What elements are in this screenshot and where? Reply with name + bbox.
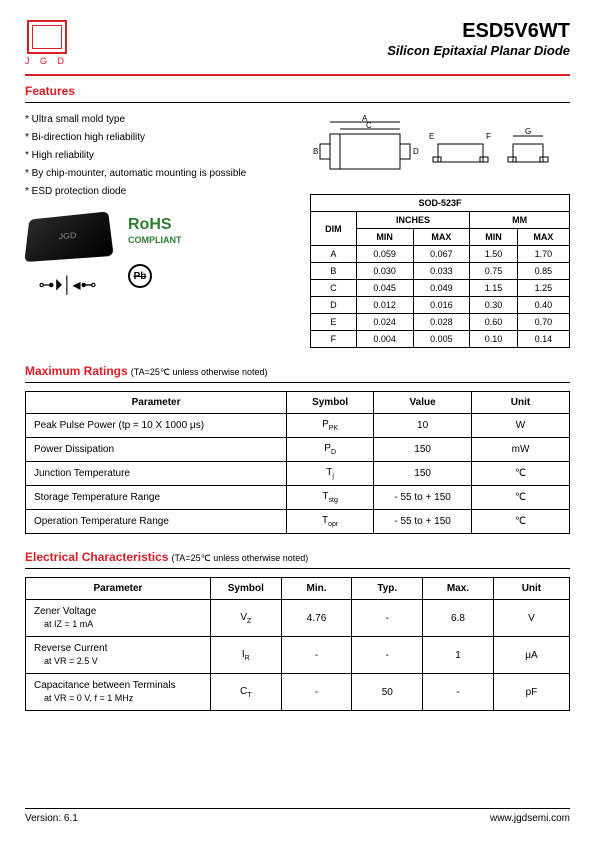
url-text: www.jgdsemi.com bbox=[490, 813, 570, 824]
diode-symbol-icon: ⊶⏵│◂⊷ bbox=[25, 275, 110, 295]
electrical-title: Electrical Characteristics bbox=[25, 550, 168, 564]
feature-item: High reliability bbox=[25, 147, 246, 165]
value-header: Value bbox=[374, 392, 472, 414]
param-header: Parameter bbox=[26, 392, 287, 414]
divider bbox=[25, 568, 570, 569]
svg-text:B: B bbox=[313, 147, 318, 156]
table-row: Power DissipationPD150mW bbox=[26, 438, 570, 462]
features-title: Features bbox=[25, 84, 570, 98]
features-list: Ultra small mold type Bi-direction high … bbox=[25, 111, 246, 201]
table-row: A0.0590.0671.501.70 bbox=[311, 246, 570, 263]
table-row: Operation Temperature RangeTopr- 55 to +… bbox=[26, 510, 570, 534]
electrical-note: (TA=25℃ unless otherwise noted) bbox=[171, 553, 308, 563]
svg-text:C: C bbox=[366, 121, 372, 130]
feature-item: Bi-direction high reliability bbox=[25, 129, 246, 147]
svg-text:D: D bbox=[413, 147, 419, 156]
table-row: Zener Voltageat IZ = 1 mA VZ4.76-6.8V bbox=[26, 600, 570, 637]
min-header: MIN bbox=[470, 229, 518, 246]
package-side-view-icon: E F bbox=[428, 114, 493, 184]
dim-header: DIM bbox=[311, 212, 357, 246]
min-header: MIN bbox=[356, 229, 413, 246]
rohs-line1: RoHS bbox=[128, 216, 172, 233]
pb-free-icon: Pb bbox=[128, 264, 152, 288]
table-row: C0.0450.0491.151.25 bbox=[311, 280, 570, 297]
inches-header: INCHES bbox=[356, 212, 469, 229]
dimension-table: SOD-523F DIM INCHES MM MIN MAX MIN MAX A… bbox=[310, 194, 570, 348]
table-row: E0.0240.0280.600.70 bbox=[311, 314, 570, 331]
table-row: Capacitance between Terminalsat VR = 0 V… bbox=[26, 674, 570, 711]
max-header: MAX bbox=[517, 229, 569, 246]
symbol-header: Symbol bbox=[210, 578, 281, 600]
divider bbox=[25, 382, 570, 383]
table-row: D0.0120.0160.300.40 bbox=[311, 297, 570, 314]
feature-item: Ultra small mold type bbox=[25, 111, 246, 129]
chip-image bbox=[24, 211, 113, 262]
part-number: ESD5V6WT bbox=[387, 20, 570, 43]
divider bbox=[25, 74, 570, 76]
rohs-label: RoHS COMPLIANT bbox=[128, 218, 182, 247]
min-header: Min. bbox=[281, 578, 352, 600]
rohs-line2: COMPLIANT bbox=[128, 235, 182, 245]
logo-icon bbox=[27, 20, 67, 54]
typ-header: Typ. bbox=[352, 578, 423, 600]
table-row: B0.0300.0330.750.85 bbox=[311, 263, 570, 280]
subtitle: Silicon Epitaxial Planar Diode bbox=[387, 43, 570, 58]
divider bbox=[25, 102, 570, 103]
table-row: Reverse Currentat VR = 2.5 V IR--1μA bbox=[26, 637, 570, 674]
unit-header: Unit bbox=[493, 578, 569, 600]
table-row: Storage Temperature RangeTstg- 55 to + 1… bbox=[26, 486, 570, 510]
symbol-header: Symbol bbox=[287, 392, 374, 414]
max-header: Max. bbox=[423, 578, 494, 600]
ratings-table: Parameter Symbol Value Unit Peak Pulse P… bbox=[25, 391, 570, 534]
pb-text: Pb bbox=[134, 271, 147, 282]
electrical-table: Parameter Symbol Min. Typ. Max. Unit Zen… bbox=[25, 577, 570, 711]
logo: J G D bbox=[25, 20, 68, 66]
package-end-view-icon: G bbox=[501, 114, 556, 184]
unit-header: Unit bbox=[472, 392, 570, 414]
mm-header: MM bbox=[470, 212, 570, 229]
param-header: Parameter bbox=[26, 578, 211, 600]
package-top-view-icon: A C B D bbox=[310, 114, 420, 184]
package-name: SOD-523F bbox=[311, 195, 570, 212]
table-row: Junction TemperatureTj150℃ bbox=[26, 462, 570, 486]
max-header: MAX bbox=[413, 229, 470, 246]
svg-text:F: F bbox=[486, 132, 491, 141]
table-row: Peak Pulse Power (tp = 10 X 1000 μs)PPK1… bbox=[26, 414, 570, 438]
logo-text: J G D bbox=[25, 56, 68, 66]
table-row: F0.0040.0050.100.14 bbox=[311, 331, 570, 348]
feature-item: ESD protection diode bbox=[25, 183, 246, 201]
version-text: Version: 6.1 bbox=[25, 813, 78, 824]
feature-item: By chip-mounter, automatic mounting is p… bbox=[25, 165, 246, 183]
svg-text:G: G bbox=[525, 127, 531, 136]
svg-text:E: E bbox=[429, 132, 434, 141]
package-drawing: A C B D E F G bbox=[310, 111, 570, 186]
ratings-note: (TA=25℃ unless otherwise noted) bbox=[131, 367, 268, 377]
ratings-title: Maximum Ratings bbox=[25, 364, 128, 378]
